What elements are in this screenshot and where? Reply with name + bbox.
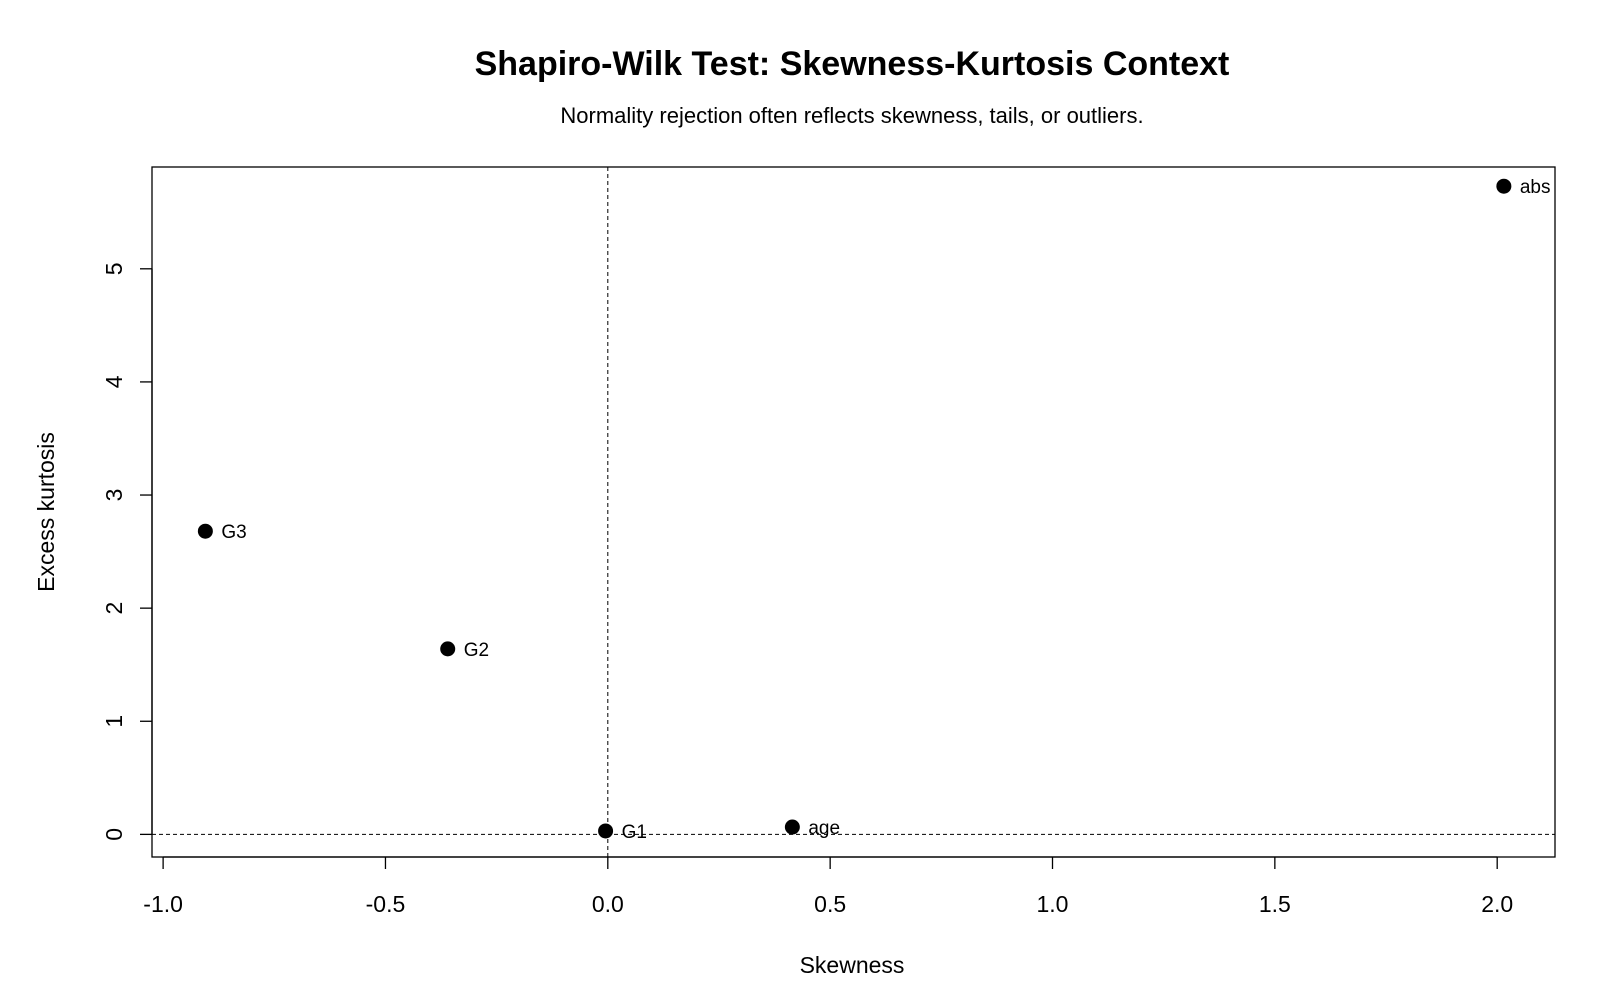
y-tick-label: 2 (101, 602, 127, 615)
x-tick-label: -1.0 (143, 891, 183, 917)
y-tick-label: 3 (101, 489, 127, 502)
x-tick-label: 0.0 (592, 891, 624, 917)
x-tick-label: -0.5 (366, 891, 406, 917)
point-label: abs (1520, 177, 1551, 198)
chart-subtitle: Normality rejection often reflects skewn… (560, 103, 1143, 128)
point-label: G1 (622, 822, 647, 843)
data-point (598, 823, 614, 839)
data-point (784, 819, 800, 835)
data-point (1496, 178, 1512, 194)
x-tick-label: 2.0 (1481, 891, 1513, 917)
point-label: G3 (221, 522, 246, 543)
y-axis: 0 1 2 3 4 5 (101, 262, 153, 841)
y-axis-label: Excess kurtosis (33, 432, 59, 592)
x-tick-label: 1.0 (1037, 891, 1069, 917)
x-axis: -1.0 -0.5 0.0 0.5 1.0 1.5 2.0 (143, 856, 1513, 917)
point-label: G2 (464, 640, 489, 661)
x-tick-label: 1.5 (1259, 891, 1291, 917)
y-tick-label: 0 (101, 828, 127, 841)
data-point (197, 523, 213, 539)
x-axis-label: Skewness (800, 952, 905, 978)
y-tick-label: 4 (101, 375, 127, 388)
x-tick-label: 0.5 (814, 891, 846, 917)
point-label: age (808, 818, 840, 839)
chart-title: Shapiro-Wilk Test: Skewness-Kurtosis Con… (475, 45, 1230, 83)
y-tick-label: 5 (101, 262, 127, 275)
y-tick-label: 1 (101, 715, 127, 728)
plot-frame (151, 166, 1556, 858)
data-point (440, 641, 456, 657)
plot-area: abs G3 G2 G1 age (152, 167, 1555, 857)
